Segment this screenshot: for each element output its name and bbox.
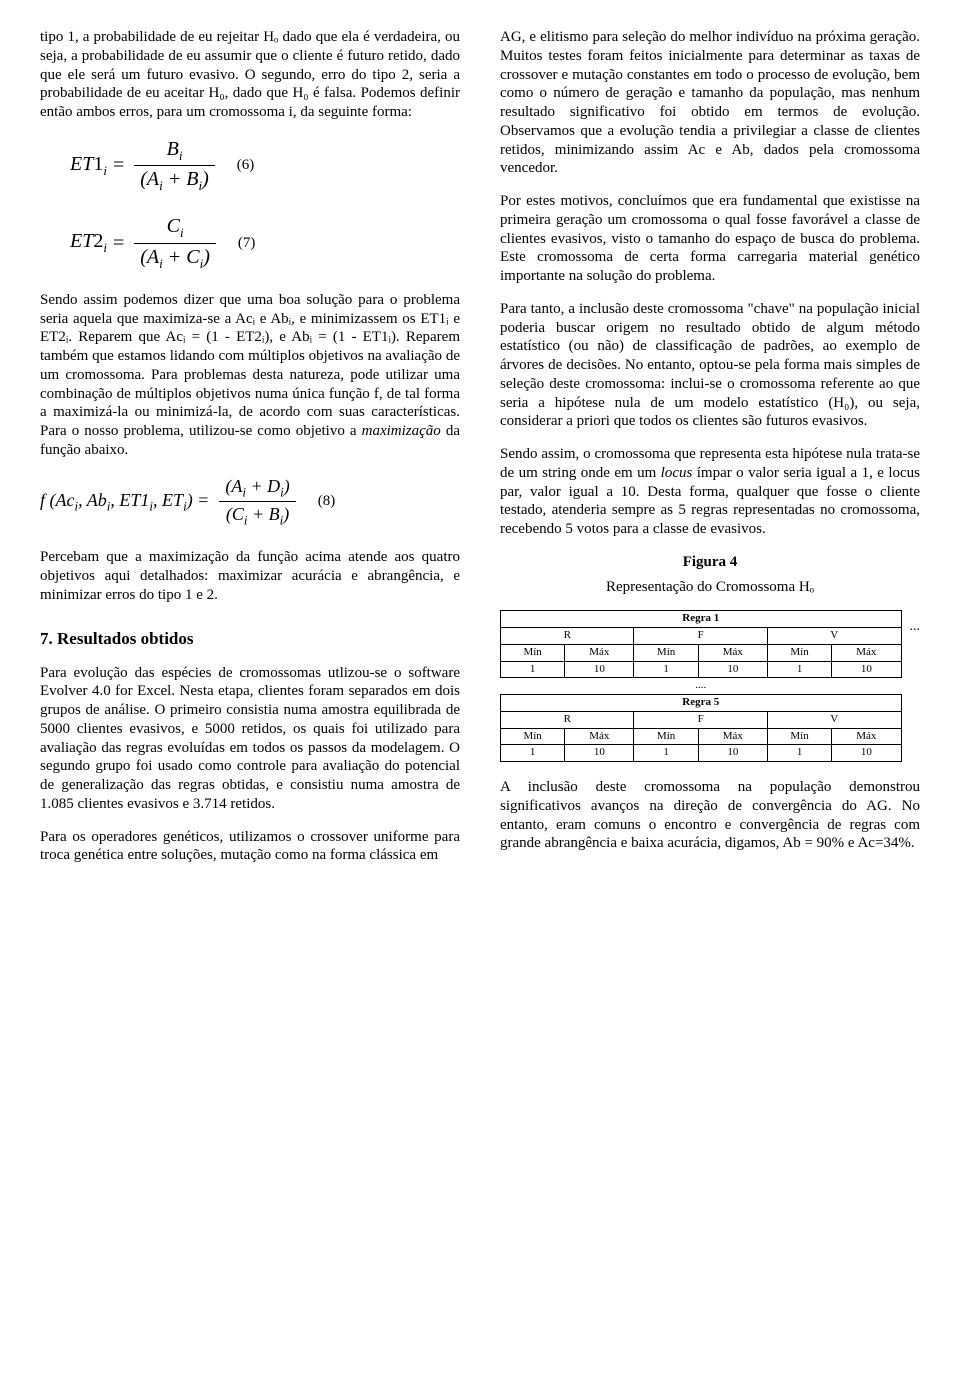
regra5-f-min: Mín xyxy=(634,728,698,745)
regra-5-table: Regra 5 R F V Mín Máx Mín Máx Mín Máx xyxy=(500,694,902,762)
regra5-F: F xyxy=(634,711,767,728)
regra1-r-10: 10 xyxy=(565,661,634,678)
left-para-5: Para os operadores genéticos, utilizamos… xyxy=(40,828,460,866)
eq8-num-b-sub: i xyxy=(280,484,284,499)
eq7-label: (7) xyxy=(238,234,256,253)
right-para-1: AG, e elitismo para seleção do melhor in… xyxy=(500,28,920,178)
regra5-R: R xyxy=(501,711,634,728)
left-para-1: tipo 1, a probabilidade de eu rejeitar H… xyxy=(40,28,460,122)
eq8-den-b: B xyxy=(269,504,280,524)
regra5-v-min: Mín xyxy=(767,728,831,745)
regra-1-table: Regra 1 R F V Mín Máx Mín Máx Mín Máx xyxy=(500,610,902,678)
regra1-r-max: Máx xyxy=(565,644,634,661)
left-para-3: Percebam que a maximização da função aci… xyxy=(40,548,460,604)
eq8-den-a: C xyxy=(232,504,244,524)
regra5-r-max: Máx xyxy=(565,728,634,745)
eq7-lhs-sym: ET xyxy=(70,230,93,252)
eq6-den-b: B xyxy=(186,168,198,190)
regra1-v-min: Mín xyxy=(767,644,831,661)
eq8-m3: , ET xyxy=(153,490,183,510)
figure-4-title: Figura 4 xyxy=(500,553,920,572)
equation-8: f (Aci, Abi, ET1i, ETi) = (Ai + Di) (Ci … xyxy=(40,474,460,531)
regra5-header: Regra 5 xyxy=(501,695,902,712)
eq7-den-a: A xyxy=(147,246,159,268)
figure-4-caption: Representação do Cromossoma Hₒ xyxy=(500,578,920,597)
regra1-v-1: 1 xyxy=(767,661,831,678)
eq6-den-a-sub: i xyxy=(159,178,163,193)
regra1-F: F xyxy=(634,628,767,645)
regra1-v-max: Máx xyxy=(832,644,901,661)
eq6-label: (6) xyxy=(237,156,255,175)
regra5-v-1: 1 xyxy=(767,745,831,762)
eq8-m2: , ET1 xyxy=(110,490,149,510)
eq7-den-b-sub: i xyxy=(200,256,204,271)
regra1-v-10: 10 xyxy=(832,661,901,678)
eq8-num-a: A xyxy=(231,476,242,496)
eq6-num-sub: i xyxy=(179,148,183,163)
eq8-label: (8) xyxy=(318,492,336,511)
section-7-heading: 7. Resultados obtidos xyxy=(40,628,460,649)
regra1-f-min: Mín xyxy=(634,644,698,661)
regra5-r-1: 1 xyxy=(501,745,565,762)
right-para-5: A inclusão deste cromossoma na população… xyxy=(500,778,920,853)
regra1-f-10: 10 xyxy=(698,661,767,678)
between-dots: .... xyxy=(500,679,902,693)
right-column: AG, e elitismo para seleção do melhor in… xyxy=(500,28,920,865)
regra5-r-min: Mín xyxy=(501,728,565,745)
regra5-f-max: Máx xyxy=(698,728,767,745)
side-dots: ... xyxy=(910,610,921,636)
eq8-den-b-sub: i xyxy=(280,513,284,528)
left-para-2: Sendo assim podemos dizer que uma boa so… xyxy=(40,291,460,460)
eq6-lhs-num: 1 xyxy=(93,153,103,175)
eq7-den-b: C xyxy=(186,246,199,268)
eq8-m1: , Ab xyxy=(78,490,107,510)
eq6-lhs-sym: ET xyxy=(70,153,93,175)
left-para-4: Para evolução das espécies de cromossoma… xyxy=(40,664,460,814)
eq8-den-a-sub: i xyxy=(244,513,248,528)
regra1-V: V xyxy=(767,628,901,645)
eq6-num-sym: B xyxy=(167,138,179,160)
eq6-den-b-sub: i xyxy=(198,178,202,193)
regra5-V: V xyxy=(767,711,901,728)
regra5-v-10: 10 xyxy=(832,745,901,762)
eq6-den-a: A xyxy=(147,168,159,190)
eq8-pre: f (Ac xyxy=(40,490,74,510)
regra5-v-max: Máx xyxy=(832,728,901,745)
eq8-post: ) = xyxy=(187,490,210,510)
eq7-lhs-num: 2 xyxy=(93,230,103,252)
regra1-R: R xyxy=(501,628,634,645)
regra5-f-10: 10 xyxy=(698,745,767,762)
eq7-lhs-sub: i xyxy=(103,240,107,255)
eq7-num-sym: C xyxy=(167,215,180,237)
regra5-r-10: 10 xyxy=(565,745,634,762)
eq7-num-sub: i xyxy=(180,225,184,240)
regra1-header: Regra 1 xyxy=(501,611,902,628)
regra1-f-1: 1 xyxy=(634,661,698,678)
equation-7: ET2i = Ci (Ai + Ci) (7) xyxy=(70,213,460,273)
eq8-num-a-sub: i xyxy=(242,484,246,499)
regra1-f-max: Máx xyxy=(698,644,767,661)
cromossoma-table-wrap: Regra 1 R F V Mín Máx Mín Máx Mín Máx xyxy=(500,610,920,762)
regra1-r-1: 1 xyxy=(501,661,565,678)
regra5-f-1: 1 xyxy=(634,745,698,762)
regra1-r-min: Mín xyxy=(501,644,565,661)
two-column-layout: tipo 1, a probabilidade de eu rejeitar H… xyxy=(40,28,920,865)
eq7-den-a-sub: i xyxy=(159,256,163,271)
eq6-lhs-sub: i xyxy=(103,163,107,178)
right-para-4: Sendo assim, o cromossoma que representa… xyxy=(500,445,920,539)
right-para-3: Para tanto, a inclusão deste cromossoma … xyxy=(500,300,920,431)
equation-6: ET1i = Bi (Ai + Bi) (6) xyxy=(70,136,460,196)
right-para-2: Por estes motivos, concluímos que era fu… xyxy=(500,192,920,286)
eq8-num-b: D xyxy=(267,476,280,496)
left-column: tipo 1, a probabilidade de eu rejeitar H… xyxy=(40,28,460,865)
